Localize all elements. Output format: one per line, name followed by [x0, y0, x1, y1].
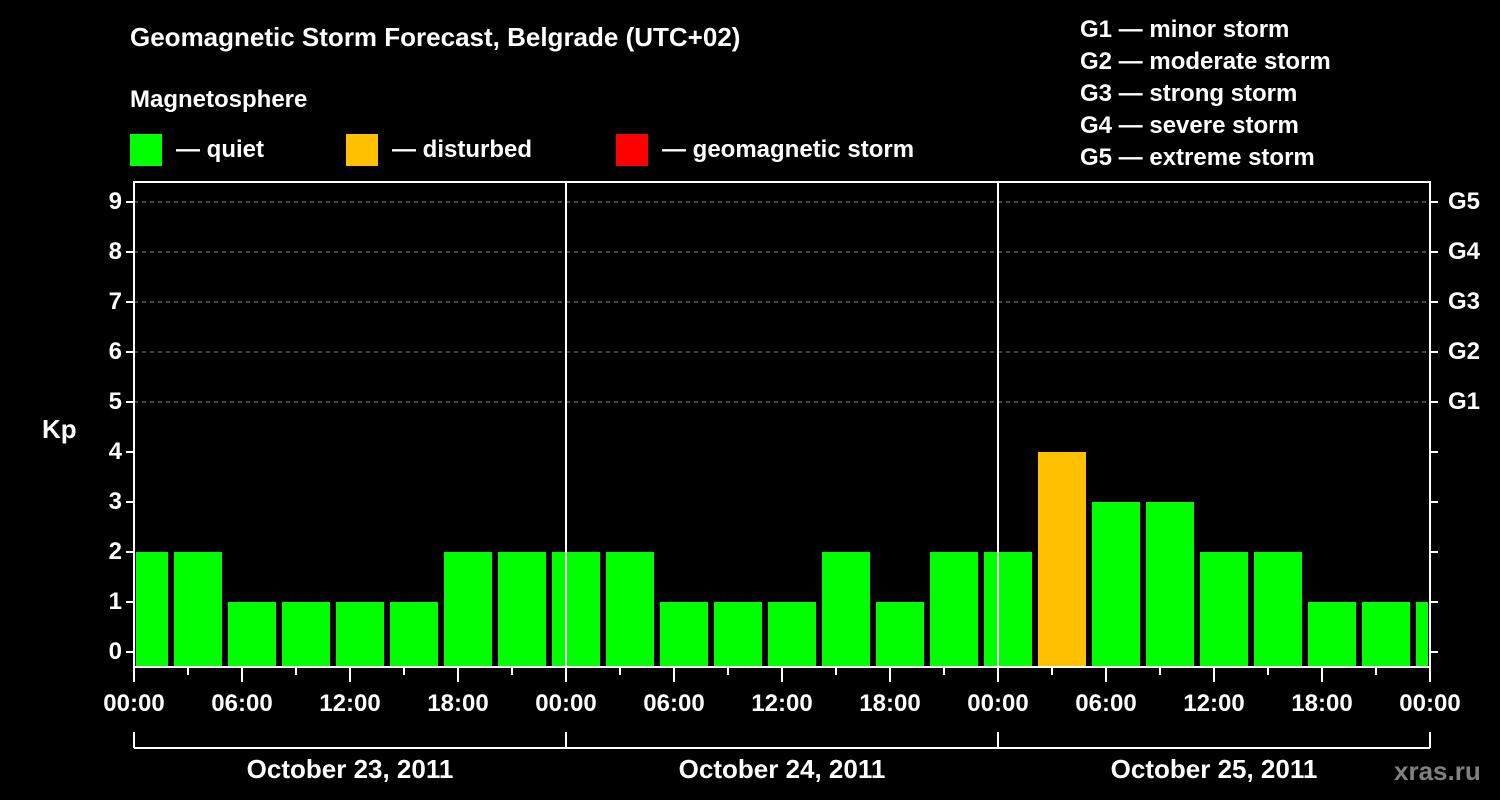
y-tick-label: 0	[108, 638, 122, 665]
kp-bar	[1308, 602, 1356, 667]
x-tick-label: 00:00	[103, 690, 165, 717]
legend-label: — quiet	[176, 136, 264, 163]
quiet-swatch	[130, 134, 162, 166]
legend-disturbed: — disturbed	[346, 134, 532, 166]
legend-quiet: — quiet	[130, 134, 264, 166]
kp-bar	[282, 602, 330, 667]
date-label: October 24, 2011	[678, 754, 886, 784]
x-tick-label: 06:00	[211, 690, 273, 717]
kp-bar	[930, 552, 978, 667]
x-tick-label: 06:00	[643, 690, 705, 717]
g-scale-label: G2	[1448, 338, 1481, 365]
date-label: October 23, 2011	[246, 754, 454, 784]
kp-bar	[1416, 602, 1428, 667]
kp-bar	[984, 552, 1032, 667]
y-tick-label: 3	[108, 488, 122, 515]
x-tick-label: 18:00	[859, 690, 921, 717]
x-tick-label: 12:00	[751, 690, 813, 717]
watermark: xras.ru	[1394, 756, 1481, 786]
storm-swatch	[616, 134, 648, 166]
kp-bar	[1038, 452, 1086, 667]
kp-bar	[390, 602, 438, 667]
kp-bar	[136, 552, 168, 667]
x-tick-label: 18:00	[1291, 690, 1353, 717]
g-scale-label: G3	[1448, 288, 1481, 315]
y-tick-label: 1	[108, 588, 122, 615]
kp-bar	[228, 602, 276, 667]
kp-bar	[822, 552, 870, 667]
kp-bar	[1200, 552, 1248, 667]
kp-bar	[336, 602, 384, 667]
x-tick-label: 00:00	[1399, 690, 1461, 717]
y-tick-label: 6	[108, 338, 122, 365]
kp-bar	[1362, 602, 1410, 667]
legend-heading: Magnetosphere	[130, 86, 308, 113]
g-scale-label: G1	[1448, 388, 1481, 415]
y-tick-label: 7	[108, 288, 122, 315]
kp-bar	[606, 552, 654, 667]
g-legend-item: G1 — minor storm	[1080, 16, 1290, 43]
g-legend-item: G5 — extreme storm	[1080, 144, 1315, 171]
disturbed-swatch	[346, 134, 378, 166]
kp-bar	[1146, 502, 1194, 667]
x-tick-label: 18:00	[427, 690, 489, 717]
y-tick-label: 9	[108, 188, 122, 215]
g-scale-label: G5	[1448, 188, 1481, 215]
kp-bar	[444, 552, 492, 667]
x-tick-label: 06:00	[1075, 690, 1137, 717]
x-tick-label: 12:00	[319, 690, 381, 717]
y-tick-label: 4	[108, 438, 122, 465]
kp-bar	[660, 602, 708, 667]
kp-bar	[174, 552, 222, 667]
x-tick-label: 00:00	[535, 690, 597, 717]
kp-bar	[498, 552, 546, 667]
legend-storm: — geomagnetic storm	[616, 134, 914, 166]
y-tick-label: 5	[108, 388, 122, 415]
x-tick-label: 12:00	[1183, 690, 1245, 717]
legend-label: — geomagnetic storm	[662, 136, 915, 163]
y-tick-label: 2	[108, 538, 122, 565]
kp-bar	[1092, 502, 1140, 667]
g-legend-item: G3 — strong storm	[1080, 80, 1298, 107]
g-scale-label: G4	[1448, 238, 1481, 265]
g-scale-legend: G1 — minor storm G2 — moderate storm G3 …	[1080, 14, 1331, 174]
x-tick-label: 00:00	[967, 690, 1029, 717]
kp-bar	[1254, 552, 1302, 667]
legend-label: — disturbed	[392, 136, 533, 163]
date-label: October 25, 2011	[1110, 754, 1318, 784]
y-tick-label: 8	[108, 238, 122, 265]
g-legend-item: G2 — moderate storm	[1080, 48, 1331, 75]
y-axis-label: Kp	[42, 414, 77, 444]
g-legend-item: G4 — severe storm	[1080, 112, 1299, 139]
kp-bar	[768, 602, 816, 667]
kp-bar	[876, 602, 924, 667]
chart-title: Geomagnetic Storm Forecast, Belgrade (UT…	[130, 22, 741, 52]
kp-bar	[552, 552, 600, 667]
kp-bar	[714, 602, 762, 667]
